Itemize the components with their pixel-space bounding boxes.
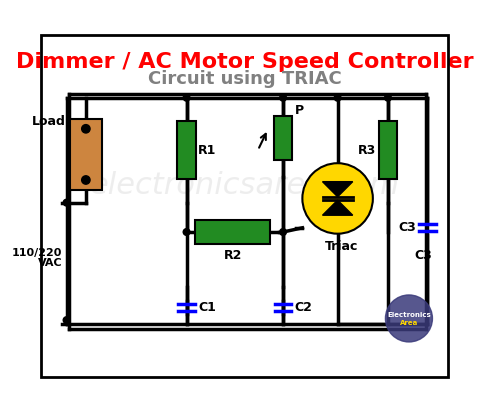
Text: C2: C2: [294, 301, 312, 314]
Text: R2: R2: [223, 249, 242, 262]
Text: Electronics: Electronics: [386, 312, 430, 318]
Circle shape: [334, 94, 340, 101]
Text: R3: R3: [357, 144, 375, 157]
Bar: [195, 220, 270, 244]
Circle shape: [279, 94, 286, 101]
Text: R1: R1: [198, 144, 216, 157]
Circle shape: [63, 199, 70, 206]
Circle shape: [183, 229, 189, 235]
Polygon shape: [322, 200, 352, 215]
Text: C1: C1: [198, 301, 216, 314]
Text: P: P: [294, 104, 304, 117]
Text: 110/220: 110/220: [12, 248, 62, 258]
Text: C3: C3: [397, 221, 415, 234]
Circle shape: [302, 163, 372, 234]
Circle shape: [63, 317, 70, 323]
Circle shape: [279, 229, 286, 235]
Bar: [70, 119, 102, 190]
Text: Area: Area: [399, 321, 417, 326]
Text: Dimmer / AC Motor Speed Controller: Dimmer / AC Motor Speed Controller: [16, 52, 472, 72]
Text: electronicsarea.com: electronicsarea.com: [89, 171, 399, 200]
Text: Triac: Triac: [325, 241, 358, 253]
Text: Circuit using TRIAC: Circuit using TRIAC: [147, 70, 341, 88]
Text: C3: C3: [413, 249, 431, 262]
Bar: [378, 122, 396, 179]
Bar: [273, 116, 292, 159]
Circle shape: [81, 176, 90, 184]
Bar: [177, 122, 195, 179]
Circle shape: [183, 94, 189, 101]
Polygon shape: [322, 182, 352, 197]
Circle shape: [81, 124, 90, 133]
Text: Load: Load: [32, 115, 65, 128]
Text: VAC: VAC: [38, 258, 62, 268]
Circle shape: [385, 295, 431, 342]
Circle shape: [384, 94, 390, 101]
